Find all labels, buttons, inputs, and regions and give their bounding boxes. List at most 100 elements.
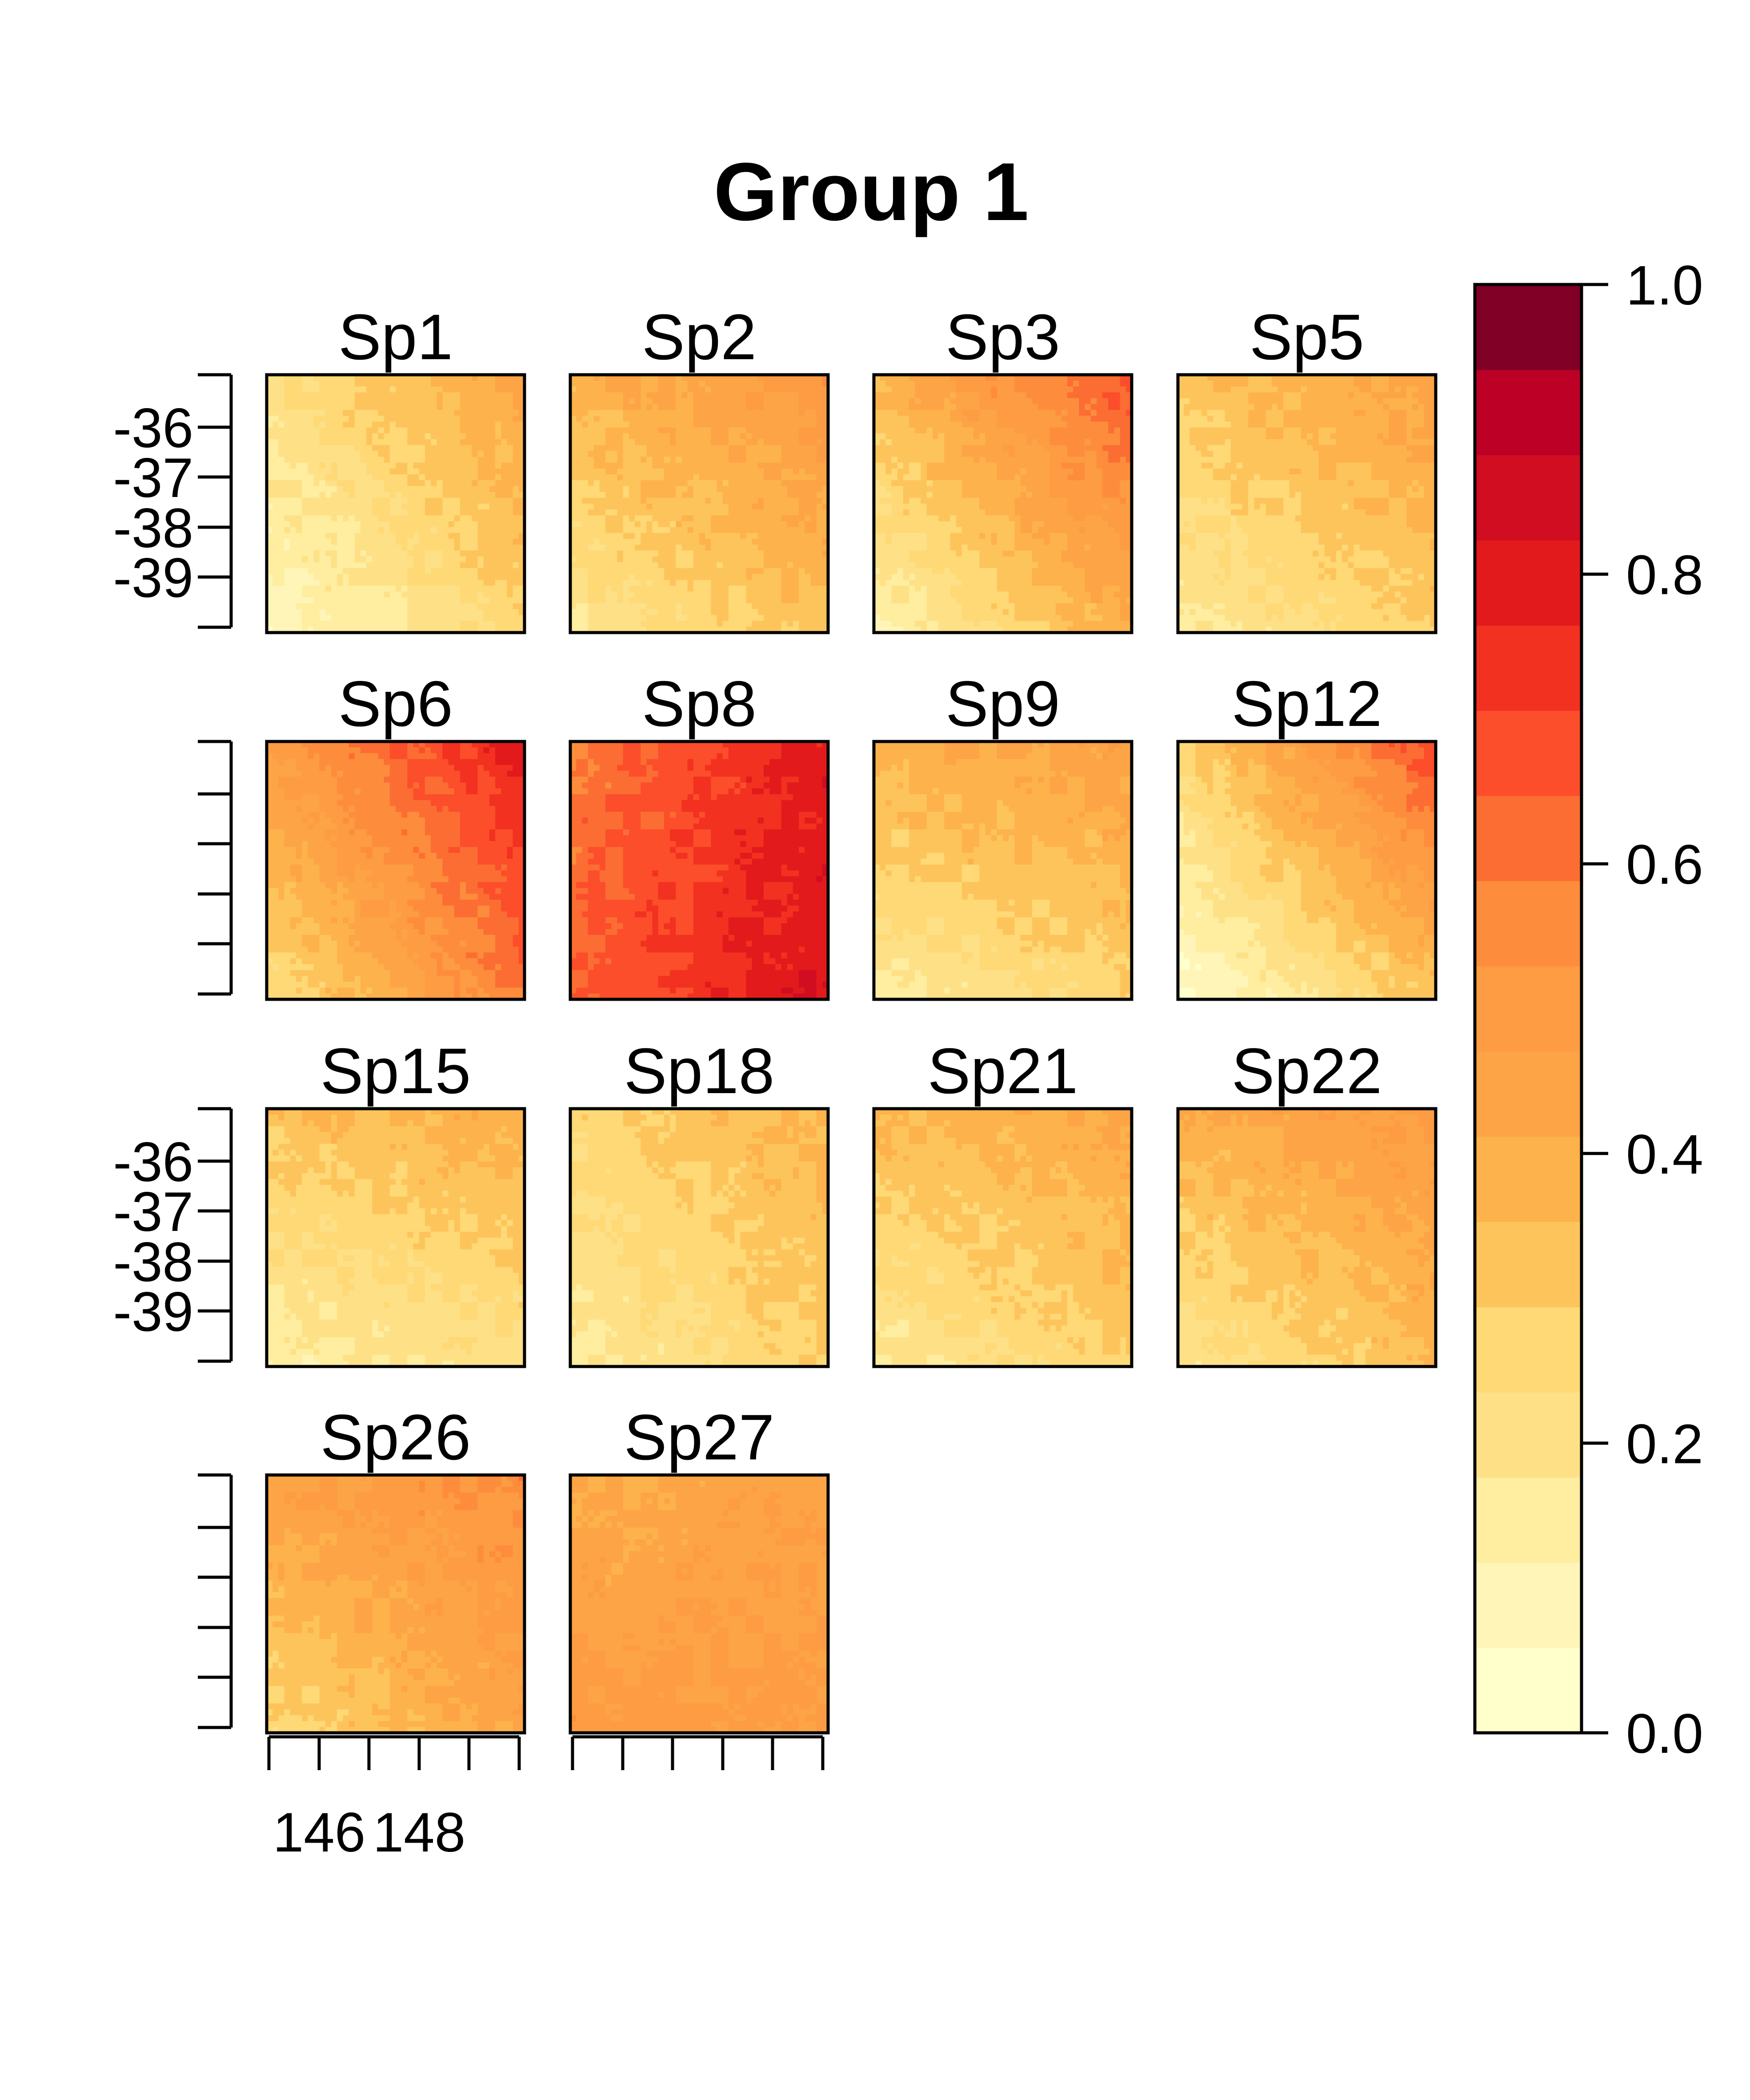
heatmap-cell (641, 574, 647, 580)
heatmap-cell (489, 451, 496, 457)
heatmap-cell (944, 433, 950, 440)
heatmap-cell (384, 515, 390, 521)
heatmap-cell (343, 521, 349, 528)
heatmap-cell (313, 398, 320, 405)
heatmap-cell (968, 509, 974, 516)
heatmap-cell (641, 615, 647, 621)
heatmap-cell (501, 404, 507, 410)
heatmap-cell (355, 474, 361, 481)
heatmap-cell (769, 393, 776, 399)
heatmap-cell (897, 439, 904, 445)
heatmap-cell (711, 550, 717, 557)
heatmap-cell (582, 445, 588, 451)
heatmap-cell (442, 421, 449, 428)
heatmap-cell (576, 545, 582, 551)
heatmap-cell (764, 609, 770, 615)
heatmap-cell (956, 469, 962, 475)
heatmap-cell (635, 545, 641, 551)
heatmap-cell (933, 592, 939, 598)
heatmap-cell (810, 451, 817, 457)
heatmap-cell (664, 445, 670, 451)
heatmap-cell (313, 557, 320, 563)
heatmap-cell (676, 428, 682, 434)
heatmap-cell (325, 486, 332, 492)
heatmap-cell (764, 621, 770, 627)
heatmap-cell (646, 421, 653, 428)
heatmap-cell (513, 574, 519, 580)
heatmap-cell (378, 586, 384, 592)
heatmap-cell (1003, 474, 1009, 481)
heatmap-cell (793, 562, 799, 569)
heatmap-cell (513, 416, 519, 422)
heatmap-cell (407, 597, 413, 604)
heatmap-cell (892, 539, 898, 545)
heatmap-cell (290, 451, 296, 457)
heatmap-cell (729, 550, 735, 557)
heatmap-cell (431, 504, 437, 510)
heatmap-cell (588, 463, 594, 469)
heatmap-cell (472, 386, 478, 393)
heatmap-cell (979, 398, 985, 405)
heatmap-cell (729, 586, 735, 592)
heatmap-cell (460, 521, 466, 528)
heatmap-cell (968, 498, 974, 504)
heatmap-cell (699, 609, 705, 615)
heatmap-cell (985, 539, 991, 545)
heatmap-cell (705, 574, 711, 580)
heatmap-cell (489, 433, 496, 440)
heatmap-cell (576, 463, 582, 469)
heatmap-cell (576, 451, 582, 457)
heatmap-cell (466, 410, 472, 416)
heatmap-cell (658, 416, 665, 422)
heatmap-cell (407, 421, 413, 428)
heatmap-cell (466, 492, 472, 498)
heatmap-cell (717, 527, 723, 533)
heatmap-cell (705, 568, 711, 574)
heatmap-cell (349, 433, 355, 440)
heatmap-cell (449, 568, 455, 574)
heatmap-cell (384, 474, 390, 481)
heatmap-cell (968, 428, 974, 434)
heatmap-cell (582, 492, 588, 498)
heatmap-cell (272, 597, 279, 604)
heatmap-cell (378, 574, 384, 580)
heatmap-cell (454, 615, 461, 621)
heatmap-cell (769, 463, 776, 469)
heatmap-cell (472, 621, 478, 627)
heatmap-cell (582, 574, 588, 580)
heatmap-cell (343, 457, 349, 463)
heatmap-cell (723, 428, 729, 434)
heatmap-cell (693, 386, 700, 393)
heatmap-cell (1003, 557, 1009, 563)
heatmap-cell (979, 404, 985, 410)
heatmap-cell (885, 527, 892, 533)
heatmap-cell (734, 562, 741, 569)
heatmap-cell (1021, 398, 1027, 405)
heatmap-cell (985, 398, 991, 405)
heatmap-cell (378, 428, 384, 434)
heatmap-cell (588, 504, 594, 510)
heatmap-cell (623, 550, 629, 557)
heatmap-cell (681, 457, 688, 463)
heatmap-cell (979, 474, 985, 481)
heatmap-cell (460, 562, 466, 569)
heatmap-cell (670, 498, 676, 504)
heatmap-cell (272, 492, 279, 498)
heatmap-cell (781, 381, 788, 387)
heatmap-cell (442, 486, 449, 492)
heatmap-cell (944, 574, 950, 580)
heatmap-cell (688, 492, 694, 498)
heatmap-cell (787, 421, 793, 428)
heatmap-cell (629, 451, 635, 457)
heatmap-cell (407, 457, 413, 463)
heatmap-cell (629, 562, 635, 569)
heatmap-cell (1009, 609, 1015, 615)
heatmap-cell (378, 398, 384, 405)
heatmap-cell (793, 533, 799, 539)
heatmap-cell (401, 527, 408, 533)
heatmap-cell (909, 410, 915, 416)
heatmap-cell (489, 539, 496, 545)
heatmap-cell (472, 539, 478, 545)
heatmap-cell (478, 592, 484, 598)
heatmap-cell (466, 457, 472, 463)
